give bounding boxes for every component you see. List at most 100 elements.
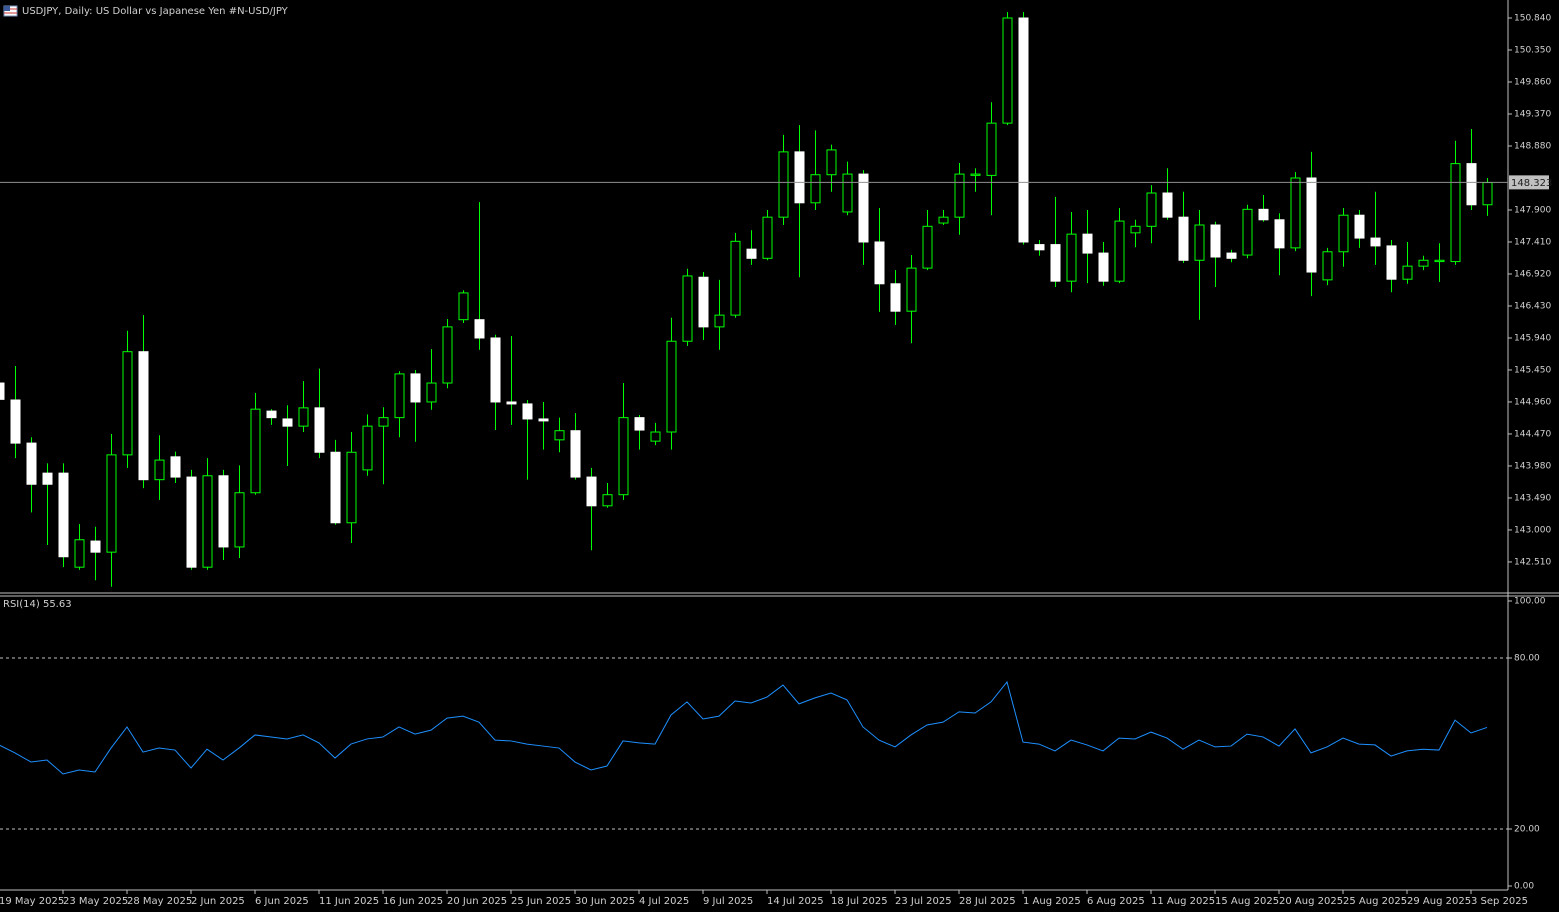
candle-body xyxy=(1338,214,1349,253)
candle-body xyxy=(346,451,357,524)
candle-body xyxy=(794,151,805,204)
chart-title: USDJPY, Daily: US Dollar vs Japanese Yen… xyxy=(22,6,289,17)
y-tick-label: 20.00 xyxy=(1514,825,1540,835)
candle-body xyxy=(506,401,517,405)
candle-body xyxy=(554,430,565,441)
candle-body xyxy=(826,149,837,176)
chart-title: RSI(14) 55.63 xyxy=(3,599,72,610)
candle-body xyxy=(58,472,69,558)
candle-body xyxy=(746,248,757,259)
x-tick-label: 11 Jun 2025 xyxy=(319,896,379,907)
y-tick-label: 0.00 xyxy=(1514,882,1534,892)
candle-body xyxy=(1466,163,1477,206)
y-tick-label: 145.940 xyxy=(1514,333,1551,343)
last-price-label: 148.323 xyxy=(1511,178,1552,189)
candle-body xyxy=(778,151,789,218)
x-tick-label: 4 Jul 2025 xyxy=(639,896,689,907)
y-tick-label: 150.840 xyxy=(1514,13,1551,23)
candle-body xyxy=(282,418,293,427)
x-tick-label: 3 Sep 2025 xyxy=(1471,896,1528,907)
candle-body xyxy=(1226,252,1237,259)
x-tick-label: 25 Aug 2025 xyxy=(1343,896,1407,907)
candle-body xyxy=(1034,244,1045,251)
candle-body xyxy=(1130,225,1141,234)
x-tick-label: 23 Jul 2025 xyxy=(895,896,952,907)
candle-body xyxy=(1482,182,1493,206)
x-tick-label: 1 Aug 2025 xyxy=(1023,896,1081,907)
candle-body xyxy=(266,410,277,419)
x-tick-label: 2 Jun 2025 xyxy=(191,896,245,907)
candle-body xyxy=(906,267,917,312)
y-tick-label: 145.450 xyxy=(1514,365,1551,375)
candle-body xyxy=(314,407,325,453)
y-tick-label: 150.350 xyxy=(1514,45,1551,55)
y-tick-label: 147.410 xyxy=(1514,237,1551,247)
x-tick-label: 23 May 2025 xyxy=(63,896,128,907)
candle-body xyxy=(74,539,85,568)
candle-body xyxy=(762,216,773,259)
candle-body xyxy=(1114,220,1125,282)
candle-body xyxy=(1290,177,1301,249)
candle-body xyxy=(522,403,533,420)
y-tick-label: 146.920 xyxy=(1514,269,1551,279)
candle-body xyxy=(810,174,821,204)
y-tick-label: 80.00 xyxy=(1514,654,1540,664)
candle-body xyxy=(618,417,629,496)
x-tick-label: 19 May 2025 xyxy=(0,896,64,907)
x-tick-label: 25 Jun 2025 xyxy=(511,896,571,907)
candle-body xyxy=(10,399,21,444)
x-tick-label: 15 Aug 2025 xyxy=(1215,896,1279,907)
candle-body xyxy=(458,292,469,321)
y-tick-label: 146.430 xyxy=(1514,301,1551,311)
candle-body xyxy=(570,430,581,478)
y-tick-label: 149.860 xyxy=(1514,77,1551,87)
candle-body xyxy=(474,319,485,339)
candle-body xyxy=(970,173,981,176)
candle-body xyxy=(986,122,997,176)
candle-body xyxy=(1258,208,1269,221)
candle-body xyxy=(1402,265,1413,280)
candle-body xyxy=(1066,233,1077,282)
candle-body xyxy=(202,475,213,568)
x-tick-label: 16 Jun 2025 xyxy=(383,896,443,907)
candle-body xyxy=(538,418,549,422)
candle-body xyxy=(890,283,901,312)
candle-body xyxy=(250,408,261,494)
y-tick-label: 147.900 xyxy=(1514,205,1551,215)
candle-body xyxy=(858,173,869,243)
symbol-icon xyxy=(3,5,18,17)
candle-body xyxy=(954,173,965,218)
candle-body xyxy=(1098,252,1109,282)
candle-body xyxy=(1002,17,1013,124)
candle-body xyxy=(938,216,949,224)
x-tick-label: 11 Aug 2025 xyxy=(1151,896,1215,907)
candle-body xyxy=(106,454,117,553)
candle-body xyxy=(1242,208,1253,256)
candle-body xyxy=(234,492,245,548)
candle-body xyxy=(586,476,597,507)
y-tick-label: 149.370 xyxy=(1514,109,1551,119)
candle-body xyxy=(1322,251,1333,281)
y-tick-label: 143.490 xyxy=(1514,493,1551,503)
candle-body xyxy=(362,425,373,471)
candle-body xyxy=(426,382,437,403)
y-tick-label: 144.960 xyxy=(1514,397,1551,407)
candle-body xyxy=(330,451,341,524)
y-tick-label: 142.510 xyxy=(1514,557,1551,567)
candle-body xyxy=(714,314,725,328)
candle-body xyxy=(170,456,181,478)
candle-body xyxy=(634,417,645,431)
x-tick-label: 28 May 2025 xyxy=(127,896,192,907)
candle-body xyxy=(922,225,933,269)
x-tick-label: 14 Jul 2025 xyxy=(767,896,824,907)
candle-body xyxy=(1434,259,1445,263)
candle-body xyxy=(1194,224,1205,261)
candle-body xyxy=(378,417,389,427)
candle-body xyxy=(122,351,133,456)
candle-body xyxy=(1162,192,1173,218)
candle-body xyxy=(218,475,229,548)
candle-body xyxy=(90,540,101,553)
